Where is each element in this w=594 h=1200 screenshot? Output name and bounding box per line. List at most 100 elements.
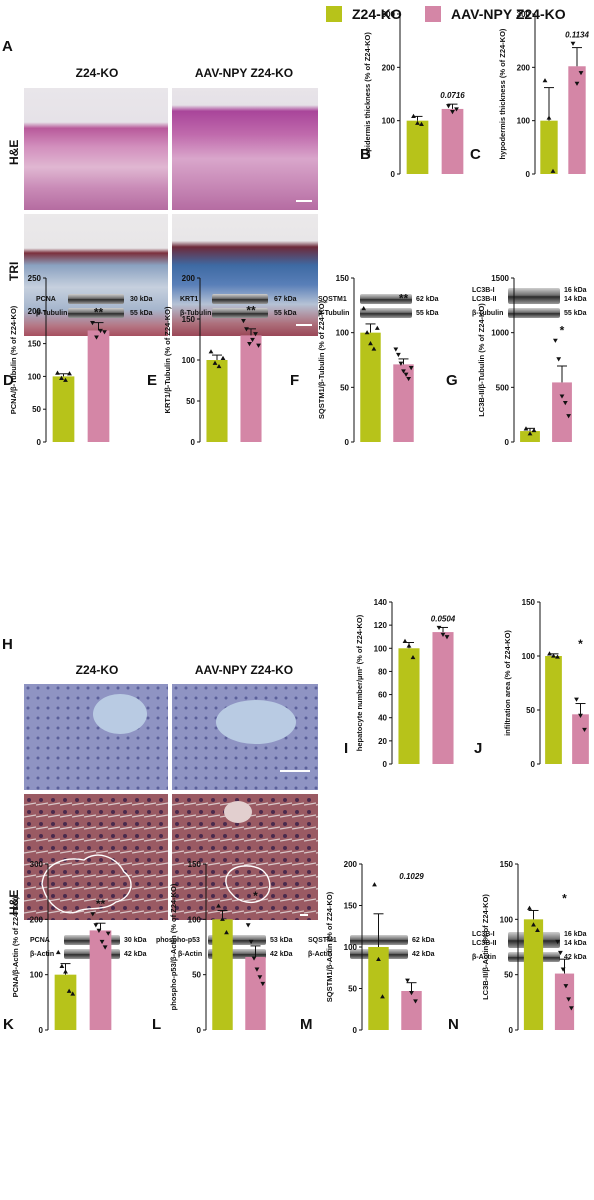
blot-n-target-label: LC3B-I <box>472 931 495 938</box>
blot-f-target-band <box>360 294 412 304</box>
chart-c-bar-1 <box>568 66 586 174</box>
chart-e-point-0-2 <box>216 363 222 369</box>
chart-i-y-tick-label-1: 20 <box>378 737 387 746</box>
micrograph-h-liver-z24 <box>24 684 168 790</box>
chart-c-point-1-1 <box>574 81 580 86</box>
chart-e-bar-1 <box>240 335 262 442</box>
chart-n-point-0-0 <box>527 905 532 910</box>
chart-d-point-0-1 <box>59 375 64 380</box>
blot-l-target-band <box>208 935 266 945</box>
chart-i-y-label: hepatocyte number/µm² (% of Z24-KO) <box>355 614 364 751</box>
blot-f-control-kda: 55 kDa <box>416 310 439 317</box>
chart-d-y-label: PCNA/β-Tubulin (% of Z24-KO) <box>9 305 18 414</box>
blot-n-mid-kda: 14 kDa <box>564 940 587 947</box>
blot-m-control-band <box>350 949 408 959</box>
chart-k-point-0-4 <box>70 991 76 996</box>
chart-m-y-tick-label-4: 200 <box>344 860 358 869</box>
chart-m-point-0-2 <box>380 994 385 999</box>
scale-bar <box>296 200 312 202</box>
legend-item-aav: AAV-NPY Z24-KO <box>425 4 566 24</box>
panel-letter-h: H <box>2 636 13 653</box>
chart-b-point-0-0 <box>411 113 416 118</box>
blot-l-control-band <box>208 949 266 959</box>
chart-d-bar-0 <box>52 376 75 442</box>
blot-l: phospho-p53 53 kDa β-Actin 42 kDa <box>152 930 293 970</box>
chart-j-point-0-1 <box>551 653 556 658</box>
chart-b-bar-1 <box>441 108 464 174</box>
chart-m-bar-1 <box>401 990 422 1030</box>
chart-b-y-tick-label-0: 0 <box>391 170 396 179</box>
blot-m-control-label: β-Actin <box>308 951 333 958</box>
chart-i-point-1-1 <box>440 632 446 637</box>
chart-k-point-1-1 <box>93 923 99 928</box>
legend-item-z24ko: Z24-KO <box>326 4 402 24</box>
legend-swatch-z24ko <box>326 6 342 22</box>
chart-m-point-0-0 <box>372 882 377 887</box>
blot-f-target-kda: 62 kDa <box>416 296 439 303</box>
chart-c-point-1-0 <box>570 41 576 46</box>
chart-e-point-0-1 <box>212 360 218 365</box>
chart-c-y-tick-label-1: 100 <box>517 117 531 126</box>
panel-letter-e: E <box>147 372 158 389</box>
panel-letter-l: L <box>152 1016 162 1033</box>
chart-j-point-0-2 <box>555 654 560 659</box>
chart-b-y-label: epidermis thickness (% of Z24-KO) <box>363 32 372 156</box>
chart-d-y-tick-label-0: 0 <box>37 438 42 447</box>
blot-n-target-band <box>508 932 560 948</box>
chart-c-bar-0 <box>540 120 558 174</box>
chart-m-y-tick-label-1: 50 <box>348 985 357 994</box>
chart-m-point-1-0 <box>405 978 410 983</box>
blot-k-target-label: PCNA <box>30 937 50 944</box>
chart-j-y-tick-label-3: 150 <box>522 598 536 607</box>
panel-letter-c: C <box>470 146 481 163</box>
chart-i-y-tick-label-5: 100 <box>374 644 388 653</box>
blot-g-control-band <box>508 308 560 318</box>
blot-f-control-label: β-Tubulin <box>318 310 350 317</box>
blot-e: KRT1 67 kDa β-Tubulin 55 kDa <box>172 290 297 350</box>
scale-bar <box>296 324 312 326</box>
scale-bar <box>280 770 310 772</box>
blot-m-target-kda: 62 kDa <box>412 937 435 944</box>
blot-l-control-kda: 42 kDa <box>270 951 293 958</box>
blot-f-target-label: SQSTM1 <box>318 296 347 303</box>
chart-c-y-tick-label-0: 0 <box>526 170 531 179</box>
chart-m-y-tick-label-3: 150 <box>344 902 358 911</box>
blot-d-target-band <box>68 294 124 304</box>
panel-h-col1-title: Z24-KO <box>75 663 119 677</box>
blot-k-control-kda: 42 kDa <box>124 951 147 958</box>
chart-n-y-tick-label-2: 100 <box>500 915 514 924</box>
blot-g: LC3B-I LC3B-II 16 kDa 14 kDa β-Tubulin 5… <box>448 282 588 342</box>
chart-i-y-tick-label-3: 60 <box>378 691 387 700</box>
panel-letter-b: B <box>360 146 371 163</box>
chart-f-y-tick-label-0: 0 <box>345 438 350 447</box>
chart-i-point-1-0 <box>436 625 442 631</box>
blot-n: LC3B-I LC3B-II 16 kDa 14 kDa β-Actin 42 … <box>448 926 588 972</box>
panel-letter-n: N <box>448 1016 459 1033</box>
chart-b-y-tick-label-2: 200 <box>382 63 396 72</box>
scale-bar <box>300 914 308 916</box>
blot-d-control-kda: 55 kDa <box>130 310 153 317</box>
legend-label-aav: AAV-NPY Z24-KO <box>451 6 566 22</box>
blot-m: SQSTM1 62 kDa β-Actin 42 kDa <box>300 930 440 970</box>
chart-k-y-tick-label-1: 100 <box>30 971 44 980</box>
blot-l-target-kda: 53 kDa <box>270 937 293 944</box>
blot-d: PCNA 30 kDa β-Tubulin 55 kDa <box>28 290 153 350</box>
chart-i-point-0-0 <box>402 638 408 643</box>
chart-n-bar-1 <box>554 973 575 1030</box>
chart-j-y-tick-label-2: 100 <box>522 652 536 661</box>
chart-l-point-1-4 <box>257 975 263 980</box>
chart-f-point-1-1 <box>395 352 401 358</box>
chart-m-point-1-2 <box>413 999 418 1004</box>
panel-a-col2-title: AAV-NPY Z24-KO <box>194 66 294 80</box>
blot-k-control-band <box>64 949 120 959</box>
chart-m-point-1-1 <box>409 991 414 996</box>
blot-n-control-label: β-Actin <box>472 954 497 961</box>
chart-f-point-1-6 <box>408 366 414 371</box>
panel-a-col1-title: Z24-KO <box>75 66 119 80</box>
chart-l-y-tick-label-1: 50 <box>192 971 201 980</box>
chart-f-point-1-2 <box>398 361 404 366</box>
chart-e-point-0-3 <box>220 355 226 360</box>
blot-g-mid-kda: 14 kDa <box>564 296 587 303</box>
chart-f-point-1-3 <box>401 369 406 374</box>
chart-i-bar-0 <box>398 648 420 764</box>
